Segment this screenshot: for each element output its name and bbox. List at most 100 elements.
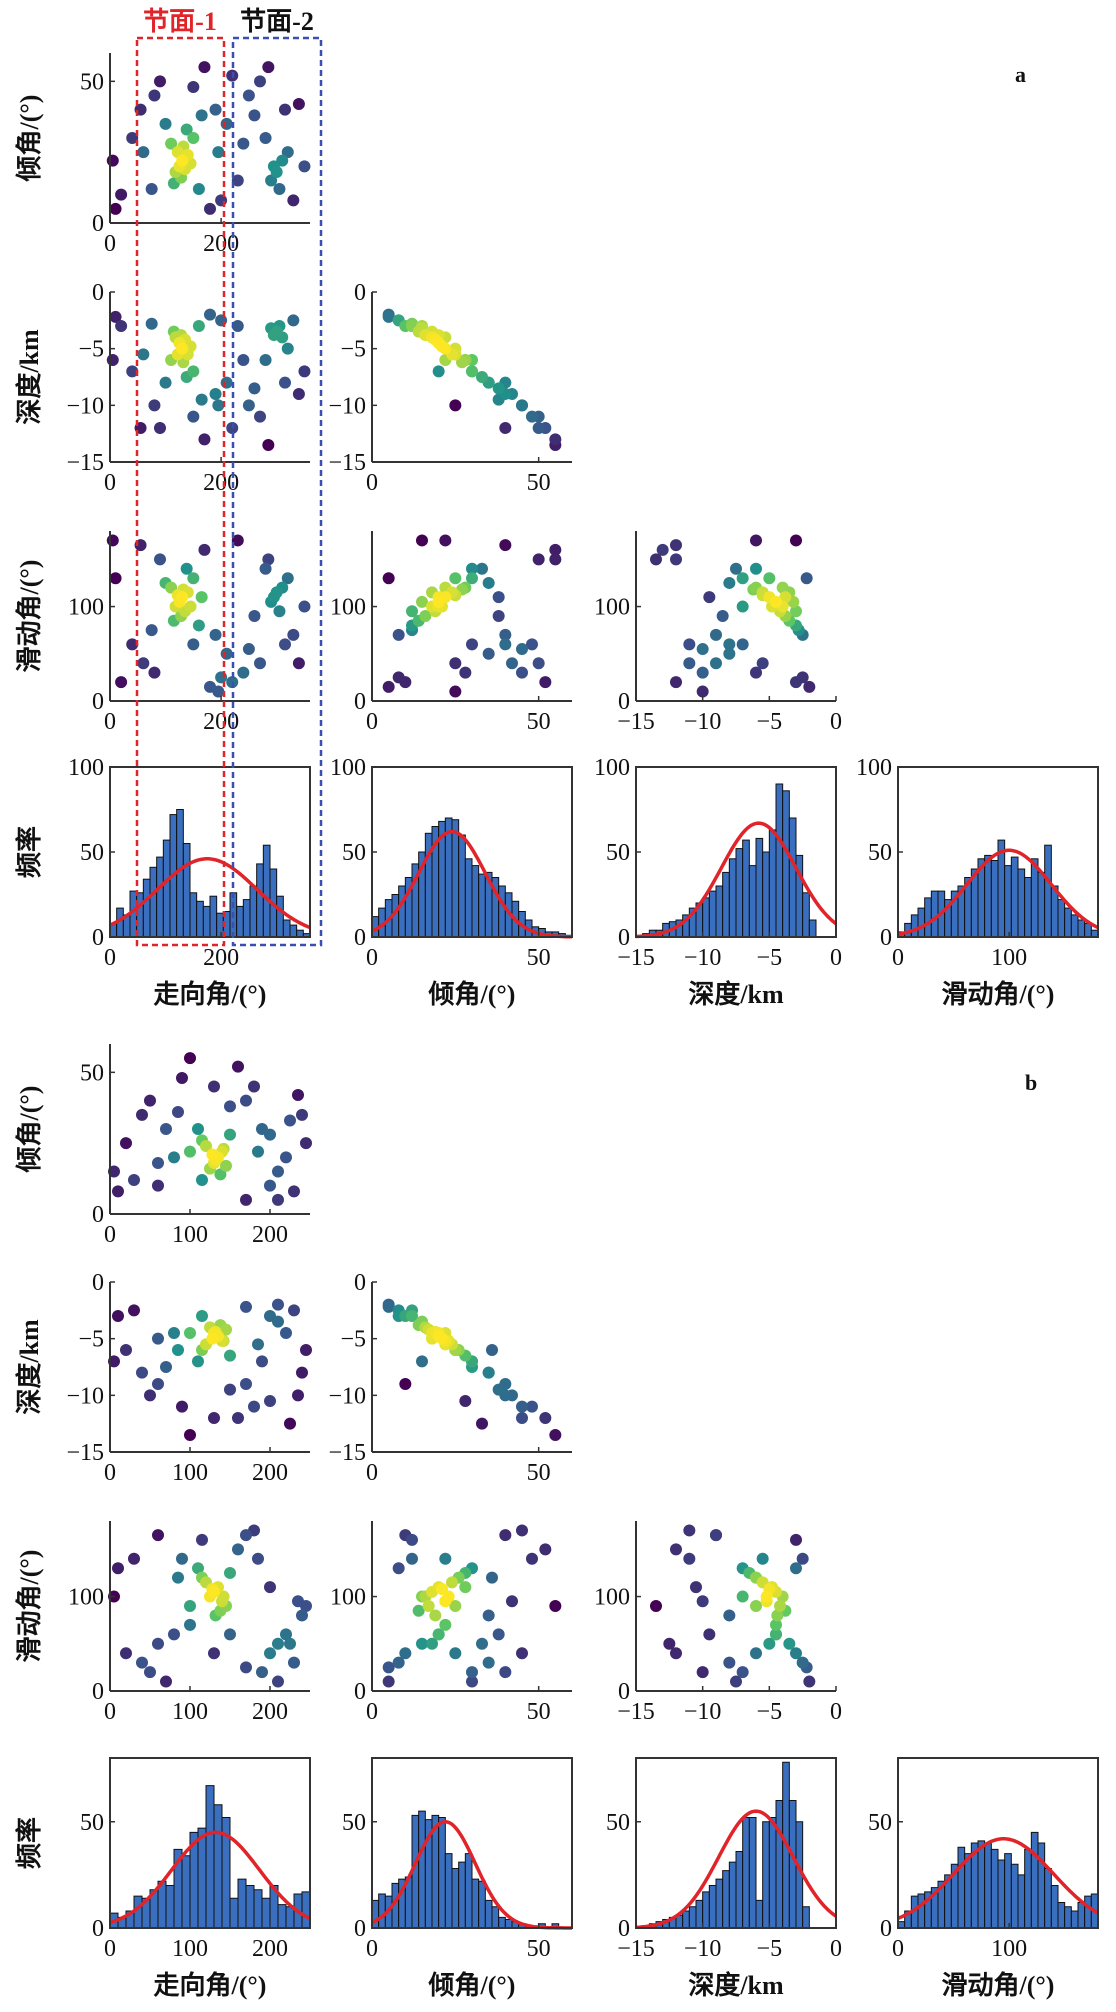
- scatter-point: [696, 643, 709, 656]
- scatter-point: [750, 562, 762, 575]
- x-tick-label: 200: [203, 945, 239, 971]
- scatter-point: [449, 657, 462, 670]
- x-tick-label: 100: [172, 1460, 208, 1486]
- y-tick-label: 0: [354, 689, 366, 715]
- scatter-point: [482, 1366, 495, 1379]
- y-tick-label: 100: [594, 755, 630, 781]
- y-tick-label: 0: [354, 280, 366, 306]
- scatter-point: [187, 638, 200, 651]
- histogram-bar: [775, 783, 784, 938]
- histogram-bar: [1044, 1868, 1052, 1929]
- scatter-point: [486, 1344, 498, 1356]
- scatter-point: [237, 354, 250, 366]
- scatter-point: [273, 183, 286, 195]
- scatter-point: [187, 132, 200, 144]
- histogram-bar: [742, 839, 750, 938]
- scatter-point: [663, 1637, 676, 1650]
- scatter-point: [196, 1533, 208, 1546]
- x-tick-label: −5: [757, 945, 783, 971]
- scatter-point: [168, 1151, 180, 1164]
- scatter-point: [730, 1675, 742, 1688]
- histogram-bar: [1017, 868, 1026, 938]
- x-tick-label: −10: [684, 1699, 722, 1725]
- scatter-point: [206, 1332, 219, 1345]
- histogram-bar: [498, 1916, 506, 1929]
- scatter-point: [254, 75, 266, 88]
- y-tick-label: 50: [80, 69, 104, 95]
- scatter-point: [296, 1108, 308, 1121]
- scatter-point: [272, 1675, 284, 1688]
- scatter-panel-dip-vs-strike: 0 100 200 0 50 倾角/(°): [14, 1044, 312, 1248]
- scatter-point: [224, 1383, 236, 1396]
- scatter-point: [259, 354, 272, 366]
- scatter-point: [300, 1137, 312, 1150]
- scatter-point: [224, 1128, 236, 1141]
- scatter-point: [549, 433, 562, 446]
- scatter-point: [429, 1609, 442, 1622]
- histogram-bar: [1017, 1874, 1026, 1929]
- y-tick-label: −5: [78, 1327, 104, 1353]
- y-tick-label: −10: [328, 1383, 366, 1409]
- x-tick-label: −15: [617, 945, 655, 971]
- scatter-point: [288, 1304, 300, 1317]
- scatter-point: [516, 1412, 528, 1424]
- scatter-point: [137, 146, 150, 159]
- histogram-bar: [802, 892, 810, 938]
- axes-box: [371, 1757, 573, 1929]
- y-tick-label: −15: [66, 450, 104, 476]
- histogram-bar: [458, 834, 466, 938]
- scatter-point: [184, 1600, 196, 1612]
- y-axis-label: 滑动角/(°): [14, 1550, 44, 1663]
- scatter-point: [160, 1675, 172, 1688]
- scatter-point: [466, 365, 478, 378]
- scatter-point: [279, 376, 291, 389]
- scatter-point: [198, 543, 211, 556]
- scatter-point: [516, 1524, 528, 1537]
- scatter-point: [771, 1609, 784, 1622]
- scatter-point: [790, 534, 802, 547]
- scatter-point: [763, 1637, 776, 1650]
- scatter-point: [696, 1595, 709, 1608]
- scatter-point: [200, 1140, 212, 1152]
- axes-box: [109, 1757, 311, 1929]
- scatter-point: [736, 572, 749, 585]
- x-tick-label: 0: [104, 1936, 116, 1962]
- scatter-point: [262, 61, 275, 74]
- histogram-bar: [504, 1919, 513, 1929]
- histogram-bar: [990, 860, 999, 938]
- histogram-bar: [748, 865, 757, 938]
- scatter-point: [466, 562, 478, 575]
- scatter-point: [549, 553, 562, 566]
- scatter-point: [232, 1060, 244, 1073]
- scatter-point: [281, 572, 294, 585]
- x-tick-label: −10: [684, 945, 722, 971]
- scatter-point: [696, 666, 709, 679]
- scatter-point: [670, 1647, 682, 1660]
- histogram-bar: [977, 1840, 986, 1929]
- scatter-point: [406, 1552, 418, 1565]
- scatter-point: [526, 1552, 538, 1565]
- scatter-point: [168, 1327, 180, 1339]
- x-tick-label: 50: [527, 1936, 551, 1962]
- scatter-point: [710, 657, 722, 670]
- histogram-bar: [202, 905, 211, 938]
- y-tick-label: 100: [594, 1585, 630, 1611]
- x-tick-label: 0: [366, 945, 378, 971]
- scatter-point: [209, 628, 222, 641]
- y-tick-label: 100: [330, 755, 366, 781]
- scatter-point: [382, 680, 395, 693]
- scatter-point: [109, 310, 122, 323]
- scatter-panel-rake-vs-strike: 0 100 200 0 100 滑动角/(°): [14, 1521, 312, 1725]
- x-tick-label: −5: [757, 1936, 783, 1962]
- scatter-point: [252, 1145, 264, 1158]
- histogram-bar: [471, 865, 480, 938]
- scatter-point: [506, 657, 518, 670]
- plane2-label: 节面-2: [240, 7, 314, 36]
- scatter-panel-rake-vs-depth: −15 −10 −5 0 0 100: [594, 531, 842, 735]
- x-tick-label: 0: [104, 1699, 116, 1725]
- scatter-point: [449, 685, 462, 698]
- scatter-point: [192, 619, 205, 632]
- histogram-bar: [209, 895, 218, 938]
- scatter-point: [412, 1604, 425, 1617]
